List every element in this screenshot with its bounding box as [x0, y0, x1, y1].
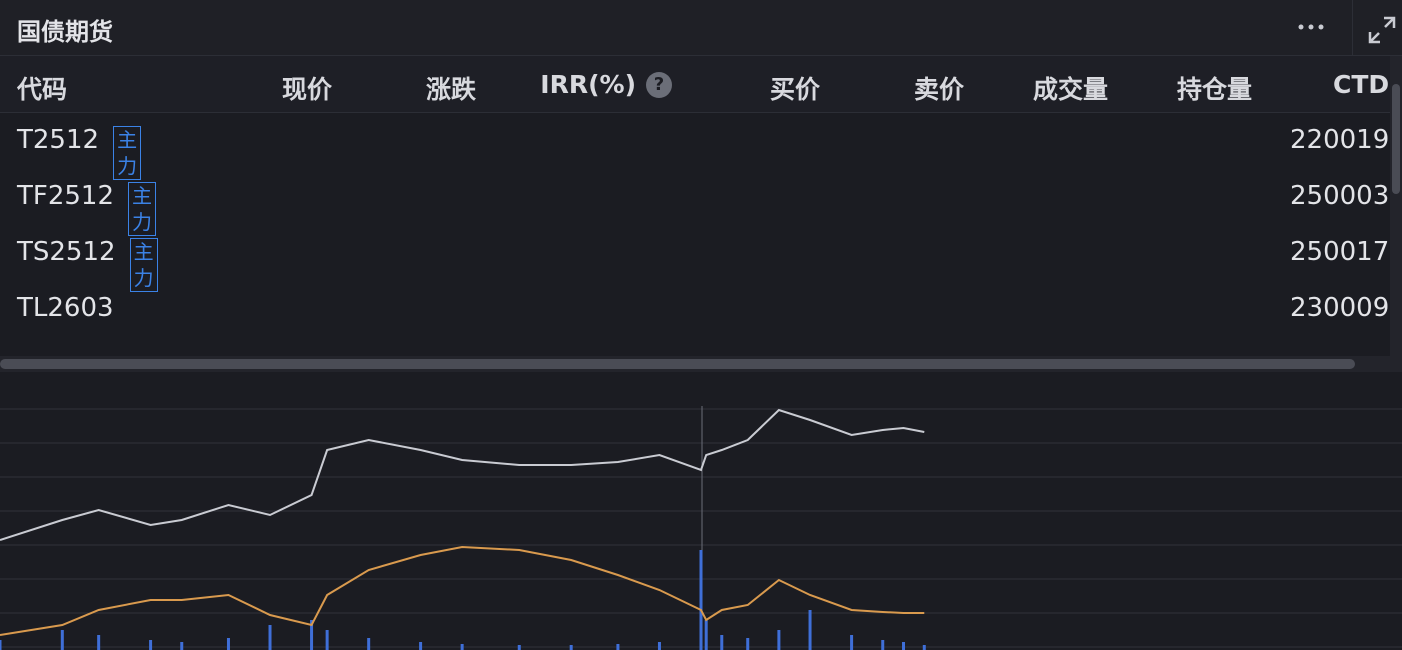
column-header: 持仓量: [1176, 75, 1252, 104]
contract-code: T2512: [17, 125, 100, 155]
contract-code: TL2603: [17, 293, 114, 323]
main-contract-tag: 主力: [128, 182, 157, 236]
column-header: 成交量: [1032, 75, 1108, 104]
volume-bar: [97, 635, 101, 650]
h-scroll-thumb[interactable]: [0, 359, 1355, 369]
volume-bar: [0, 640, 2, 650]
volume-bar: [149, 640, 153, 650]
panel-title: 国债期货: [17, 18, 113, 46]
volume-bar: [367, 638, 371, 650]
expand-button[interactable]: [1366, 14, 1398, 46]
more-button[interactable]: [1296, 14, 1328, 40]
volume-bar: [777, 630, 781, 650]
volume-bar: [881, 640, 885, 650]
volume-bar: [569, 645, 573, 650]
intraday-chart: [0, 406, 1402, 650]
series-line: [0, 408, 925, 541]
volume-bar: [460, 644, 464, 650]
volume-bar: [325, 630, 329, 650]
volume-bar: [419, 642, 423, 650]
volume-bar: [60, 630, 64, 650]
ctd-cell: 230009.IB: [1290, 293, 1390, 323]
contract-code: TS2512: [17, 237, 116, 267]
contract-code: TF2512: [17, 181, 115, 211]
volume-bar: [808, 610, 812, 650]
title-bar: 国债期货: [0, 0, 1402, 56]
v-scroll-track: [1390, 56, 1402, 372]
help-icon[interactable]: ?: [646, 72, 672, 98]
column-header: 涨跌: [425, 75, 476, 104]
column-header: 卖价: [913, 75, 964, 104]
volume-bar: [616, 644, 620, 650]
v-scroll-thumb[interactable]: [1392, 84, 1400, 194]
column-header: IRR(%): [540, 70, 636, 99]
column-header: 买价: [769, 75, 820, 104]
main-contract-tag: 主力: [129, 238, 158, 292]
series-line: [0, 545, 925, 636]
column-header: CTD: [1333, 70, 1390, 99]
futures-table: 代码现价涨跌IRR(%)买价卖价成交量持仓量CTD?T2512主力107.995…: [0, 56, 1390, 356]
volume-bar: [720, 635, 724, 650]
main-contract-tag: 主力: [113, 126, 142, 180]
column-header: 代码: [17, 75, 68, 104]
divider: [1352, 0, 1353, 55]
ctd-cell: 220019.IB: [1290, 125, 1390, 155]
volume-bar: [310, 620, 314, 650]
ctd-cell: 250003.IB: [1290, 181, 1390, 211]
h-scroll-track: [0, 356, 1390, 372]
volume-bar: [922, 645, 926, 650]
volume-bar: [226, 638, 230, 650]
volume-bar: [517, 645, 521, 650]
volume-bar: [180, 642, 184, 650]
volume-bar: [657, 642, 661, 650]
volume-bar: [699, 550, 703, 650]
volume-bar: [850, 635, 854, 650]
volume-bar: [268, 625, 272, 650]
volume-bar: [704, 620, 708, 650]
column-header: 现价: [281, 75, 332, 104]
volume-bar: [902, 642, 906, 650]
header-row: 代码 现价 涨跌 IRR(%) 买价 卖价 成交量 持仓量 CTD?: [0, 56, 1390, 113]
volume-bar: [746, 638, 750, 650]
ctd-cell: 250017.IB: [1290, 237, 1390, 267]
